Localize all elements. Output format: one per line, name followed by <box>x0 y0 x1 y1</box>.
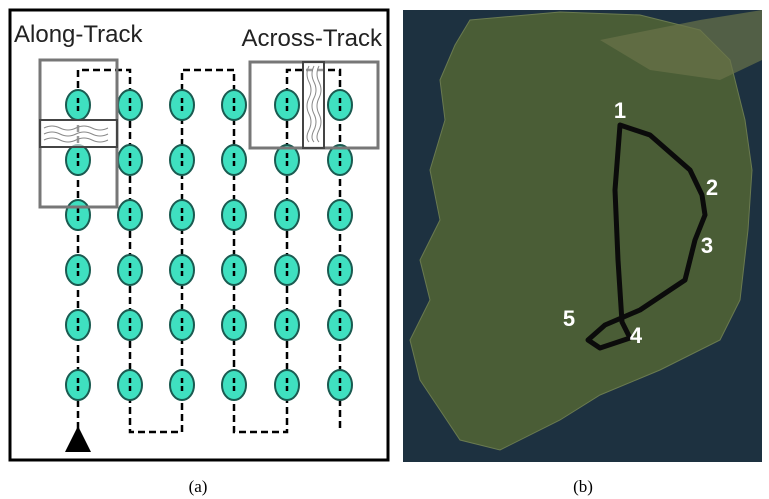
sample-point <box>170 255 194 285</box>
across-track-band <box>303 62 324 148</box>
waypoint-label: 2 <box>706 175 718 200</box>
along-track-title: Along-Track <box>14 21 143 48</box>
sample-point <box>118 370 142 400</box>
caption-b: (b) <box>573 477 593 496</box>
caption-a: (a) <box>189 477 208 496</box>
panel-b: 1 2 3 4 5 (b) <box>403 10 762 496</box>
waypoint-label: 4 <box>630 323 643 348</box>
sample-point <box>66 200 90 230</box>
sample-point <box>66 370 90 400</box>
sample-point <box>170 145 194 175</box>
sample-point <box>275 255 299 285</box>
sample-point <box>66 310 90 340</box>
sample-point <box>222 145 246 175</box>
sample-point <box>170 90 194 120</box>
sample-point <box>118 255 142 285</box>
sample-point <box>170 310 194 340</box>
sample-point <box>118 200 142 230</box>
sample-point <box>328 370 352 400</box>
sample-point <box>275 200 299 230</box>
across-track-title: Across-Track <box>242 25 383 52</box>
sample-point <box>222 255 246 285</box>
sample-point <box>66 145 90 175</box>
figure: Along-Track Across-Track (a) 1 2 3 4 5 (b) <box>0 0 769 499</box>
sample-point <box>328 255 352 285</box>
sample-point <box>170 200 194 230</box>
sample-point <box>66 90 90 120</box>
sample-point <box>222 90 246 120</box>
waypoint-label: 1 <box>614 98 626 123</box>
sample-point <box>222 200 246 230</box>
sample-point <box>328 200 352 230</box>
sample-point <box>275 310 299 340</box>
waypoint-label: 3 <box>701 233 713 258</box>
sample-point <box>170 370 194 400</box>
sample-point <box>222 310 246 340</box>
along-track-band <box>40 120 117 147</box>
sample-point <box>118 90 142 120</box>
sample-point <box>328 90 352 120</box>
sample-point <box>118 145 142 175</box>
waypoint-label: 5 <box>563 306 575 331</box>
sample-point <box>275 370 299 400</box>
sample-point <box>222 370 246 400</box>
sample-point <box>66 255 90 285</box>
panel-a: Along-Track Across-Track (a) <box>10 10 388 496</box>
sample-point <box>328 310 352 340</box>
sample-point <box>118 310 142 340</box>
sample-point <box>275 90 299 120</box>
